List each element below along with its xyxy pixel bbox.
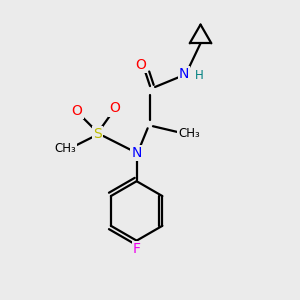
Text: N: N bbox=[131, 146, 142, 160]
Text: CH₃: CH₃ bbox=[178, 127, 200, 140]
Text: O: O bbox=[72, 104, 83, 118]
Text: S: S bbox=[94, 127, 102, 141]
Text: O: O bbox=[136, 58, 146, 72]
Text: F: F bbox=[133, 242, 141, 256]
Text: N: N bbox=[179, 67, 189, 81]
Text: O: O bbox=[109, 101, 120, 116]
Text: H: H bbox=[195, 69, 203, 82]
Text: CH₃: CH₃ bbox=[54, 142, 76, 155]
